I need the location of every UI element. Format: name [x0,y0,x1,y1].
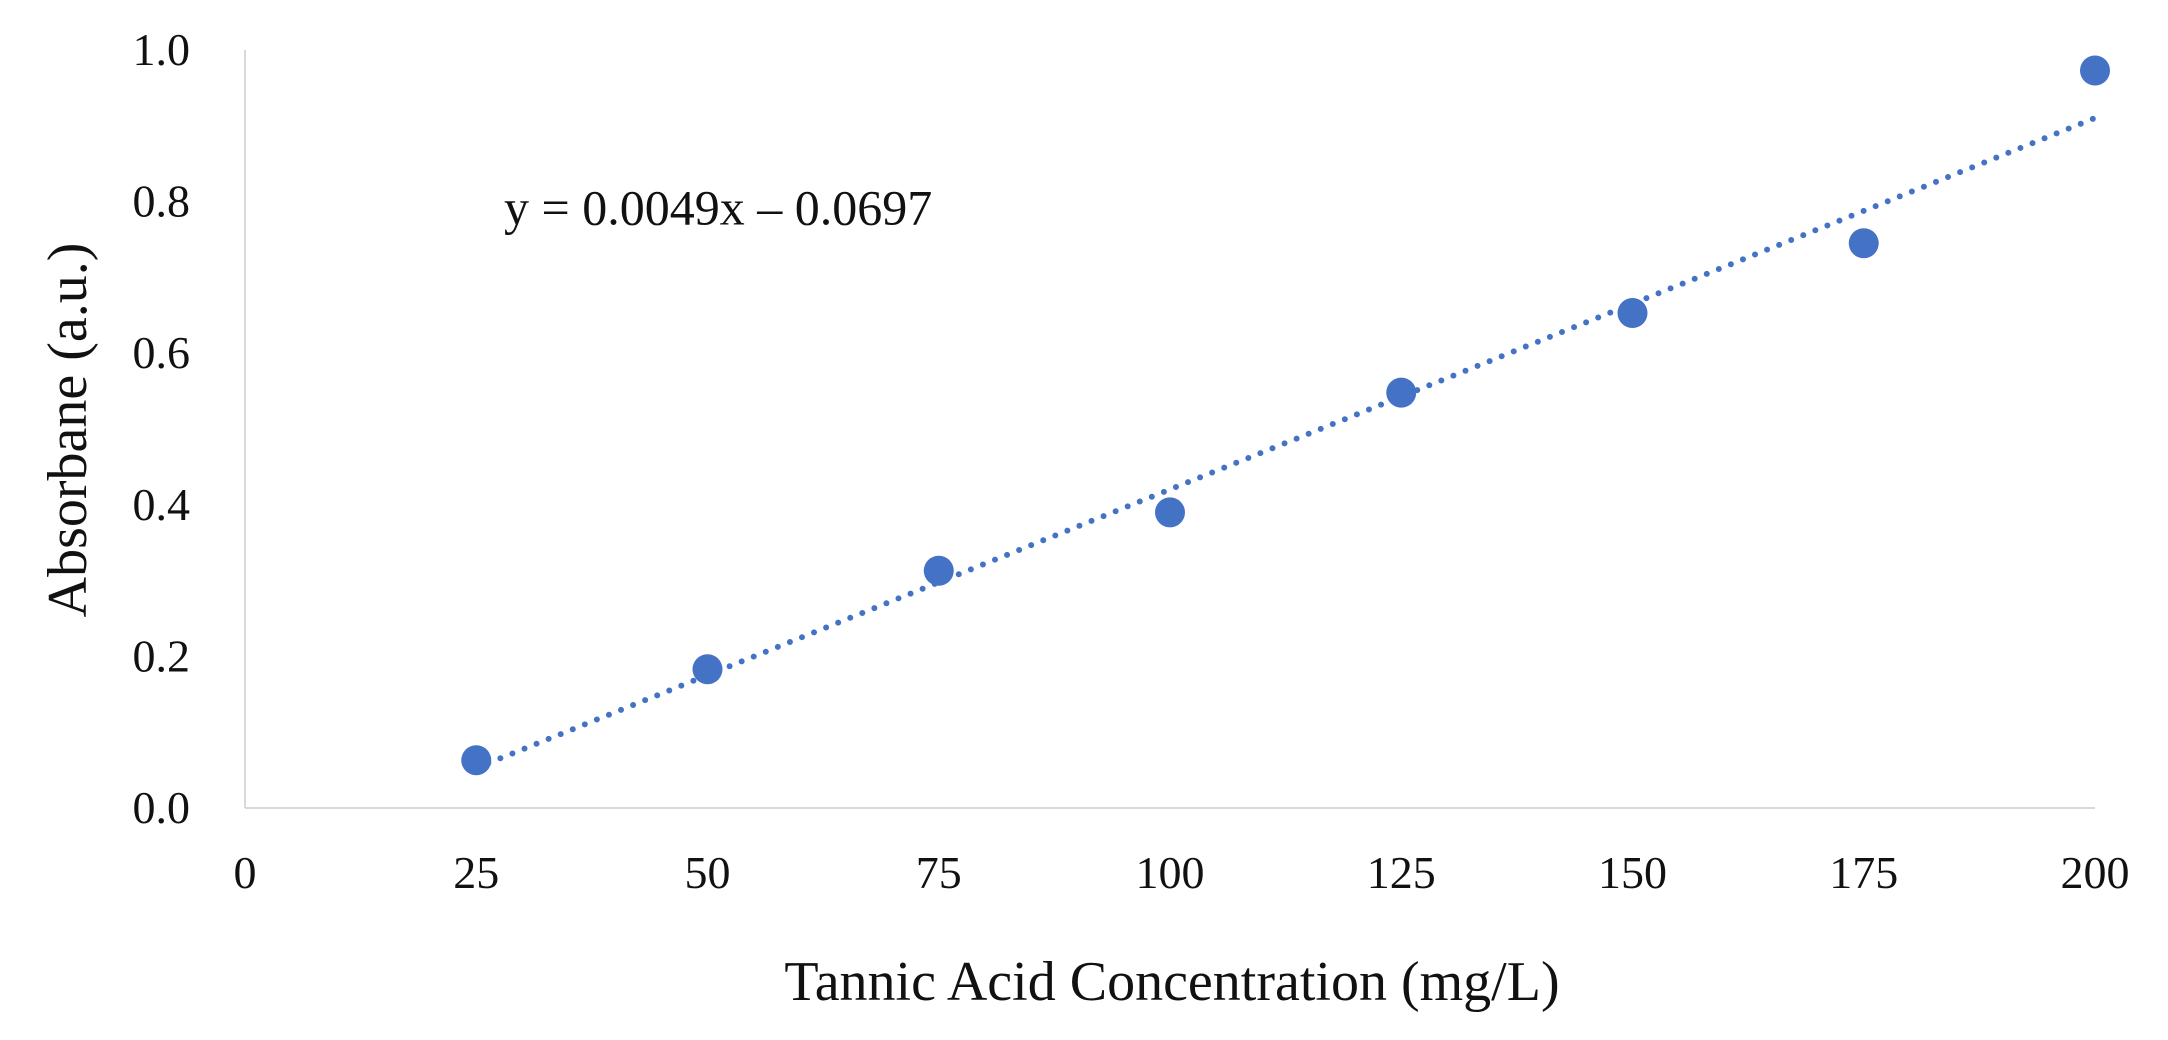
data-point [1155,497,1185,528]
plot-area [244,50,2110,809]
y-axis-title: Absorbane (a.u.) [37,243,99,618]
y-tick-label: 0.8 [133,176,191,227]
trendline [473,114,2098,771]
data-point [2080,55,2110,86]
data-point [1848,228,1879,259]
x-tick-label: 100 [1136,847,1205,898]
y-tick-label: 1.0 [133,24,191,75]
data-point [1386,377,1417,408]
y-tick-labels: 0.0 0.2 0.4 0.6 0.8 1.0 [133,24,191,833]
y-tick-label: 0.2 [133,630,191,681]
x-tick-label: 150 [1598,847,1667,898]
y-tick-label: 0.4 [133,479,191,530]
data-point [1617,298,1648,329]
x-tick-label: 25 [453,847,499,898]
x-axis-title: Tannic Acid Concentration (mg/L) [784,951,1559,1013]
x-tick-label: 125 [1367,847,1436,898]
y-tick-label: 0.6 [133,327,191,378]
x-tick-label: 175 [1829,847,1898,898]
y-tick-label: 0.0 [133,782,191,833]
x-tick-label: 75 [916,847,962,898]
x-tick-label: 0 [234,847,257,898]
x-tick-labels: 0 25 50 75 100 125 150 175 200 [234,847,2130,898]
data-point [692,654,723,685]
data-point [461,745,492,776]
x-tick-label: 200 [2061,847,2130,898]
trendline-equation: y = 0.0049x – 0.0697 [504,179,932,235]
data-point [923,555,954,586]
x-tick-label: 50 [685,847,731,898]
